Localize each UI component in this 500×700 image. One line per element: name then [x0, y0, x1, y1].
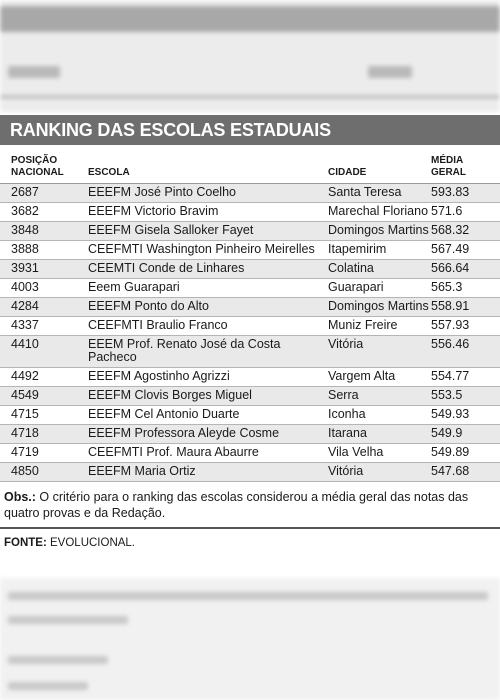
cell-posicao: 4549 — [0, 386, 88, 406]
cell-media: 568.32 — [431, 221, 500, 241]
cell-escola: EEEFM Agostinho Agrizzi — [88, 367, 328, 387]
cell-posicao: 4715 — [0, 405, 88, 425]
ranking-title: RANKING DAS ESCOLAS ESTADUAIS — [0, 115, 500, 145]
source-note: FONTE: EVOLUCIONAL. — [4, 537, 136, 549]
cell-media: 556.46 — [431, 335, 500, 368]
cell-cidade: Guarapari — [328, 278, 431, 298]
cell-media: 558.91 — [431, 297, 500, 317]
table-row: 3888 CEEFMTI Washington Pinheiro Meirelle… — [0, 240, 500, 260]
cell-media: 571.6 — [431, 202, 500, 222]
table-row: 3682 EEEFM Victorio Bravim Marechal Floria… — [0, 202, 500, 222]
cell-cidade: Domingos Martins — [328, 221, 431, 241]
blurred-background-top — [0, 0, 500, 112]
cell-posicao: 4719 — [0, 443, 88, 463]
cell-escola: CEEMTI Conde de Linhares — [88, 259, 328, 279]
cell-cidade: Serra — [328, 386, 431, 406]
cell-posicao: 3848 — [0, 221, 88, 241]
header-media: MÉDIA GERAL — [431, 145, 500, 184]
cell-media: 549.93 — [431, 405, 500, 425]
cell-media: 549.89 — [431, 443, 500, 463]
table-row: 3931 CEEMTI Conde de Linhares Colatina 566.… — [0, 259, 500, 279]
cell-escola: EEEFM Victorio Bravim — [88, 202, 328, 222]
table-row: 3848 EEEFM Gisela Salloker Fayet Domingos … — [0, 221, 500, 241]
table-row: 4718 EEEFM Professora Aleyde Cosme Itarana… — [0, 424, 500, 444]
cell-media: 593.83 — [431, 183, 500, 203]
cell-cidade: Itapemirim — [328, 240, 431, 260]
cell-posicao: 4492 — [0, 367, 88, 387]
cell-escola: Eeem Guarapari — [88, 278, 328, 298]
cell-media: 567.49 — [431, 240, 500, 260]
table-header-row: POSIÇÃO NACIONAL ESCOLA CIDADE MÉDIA GERAL — [0, 145, 500, 184]
table-row: 4719 CEEFMTI Prof. Maura Abaurre Vila Velh… — [0, 443, 500, 463]
cell-media: 549.9 — [431, 424, 500, 444]
cell-media: 566.64 — [431, 259, 500, 279]
cell-escola: EEEM Prof. Renato José da Costa Pacheco — [88, 335, 328, 368]
cell-posicao: 4718 — [0, 424, 88, 444]
cell-cidade: Muniz Freire — [328, 316, 431, 336]
divider — [0, 527, 500, 529]
cell-posicao: 4284 — [0, 297, 88, 317]
cell-cidade: Vila Velha — [328, 443, 431, 463]
cell-escola: CEEFMTI Prof. Maura Abaurre — [88, 443, 328, 463]
cell-posicao: 4850 — [0, 462, 88, 482]
cell-cidade: Domingos Martins — [328, 297, 431, 317]
cell-cidade: Santa Teresa — [328, 183, 431, 203]
cell-posicao: 4337 — [0, 316, 88, 336]
cell-cidade: Iconha — [328, 405, 431, 425]
cell-escola: EEEFM Gisela Salloker Fayet — [88, 221, 328, 241]
table-row: 4337 CEEFMTI Braulio Franco Muniz Freire 55… — [0, 316, 500, 336]
table-row: 2687 EEEFM José Pinto Coelho Santa Teresa 5… — [0, 183, 500, 203]
cell-escola: EEEFM Ponto do Alto — [88, 297, 328, 317]
cell-escola: EEEFM Cel Antonio Duarte — [88, 405, 328, 425]
blurred-background-bottom — [0, 578, 500, 700]
cell-cidade: Vitória — [328, 462, 431, 482]
cell-media: 554.77 — [431, 367, 500, 387]
table-row: 4003 Eeem Guarapari Guarapari 565.3 — [0, 278, 500, 298]
cell-posicao: 3931 — [0, 259, 88, 279]
cell-escola: EEEFM José Pinto Coelho — [88, 183, 328, 203]
cell-cidade: Colatina — [328, 259, 431, 279]
ranking-table: POSIÇÃO NACIONAL ESCOLA CIDADE MÉDIA GERAL… — [0, 145, 500, 482]
observation-note: Obs.: O critério para o ranking das esco… — [4, 490, 469, 520]
cell-escola: EEEFM Maria Ortiz — [88, 462, 328, 482]
cell-media: 553.5 — [431, 386, 500, 406]
table-row: 4284 EEEFM Ponto do Alto Domingos Martins 5… — [0, 297, 500, 317]
cell-media: 565.3 — [431, 278, 500, 298]
table-row: 4715 EEEFM Cel Antonio Duarte Iconha 549.93 — [0, 405, 500, 425]
cell-posicao: 4003 — [0, 278, 88, 298]
table-row: 4549 EEEFM Clovis Borges Miguel Serra 553.5 — [0, 386, 500, 406]
cell-posicao: 2687 — [0, 183, 88, 203]
table-row: 4850 EEEFM Maria Ortiz Vitória 547.68 — [0, 462, 500, 482]
cell-escola: CEEFMTI Braulio Franco — [88, 316, 328, 336]
cell-posicao: 4410 — [0, 335, 88, 368]
cell-cidade: Vargem Alta — [328, 367, 431, 387]
cell-media: 547.68 — [431, 462, 500, 482]
ranking-card: RANKING DAS ESCOLAS ESTADUAIS POSIÇÃO NAC… — [0, 115, 500, 557]
header-posicao: POSIÇÃO NACIONAL — [0, 145, 88, 184]
cell-cidade: Vitória — [328, 335, 431, 368]
cell-escola: CEEFMTI Washington Pinheiro Meirelles — [88, 240, 328, 260]
table-row: 4492 EEEFM Agostinho Agrizzi Vargem Alta 55… — [0, 367, 500, 387]
header-cidade: CIDADE — [328, 145, 431, 184]
cell-escola: EEEFM Professora Aleyde Cosme — [88, 424, 328, 444]
cell-posicao: 3888 — [0, 240, 88, 260]
cell-cidade: Itarana — [328, 424, 431, 444]
cell-cidade: Marechal Floriano — [328, 202, 431, 222]
header-escola: ESCOLA — [88, 145, 328, 184]
cell-media: 557.93 — [431, 316, 500, 336]
cell-posicao: 3682 — [0, 202, 88, 222]
cell-escola: EEEFM Clovis Borges Miguel — [88, 386, 328, 406]
table-row: 4410 EEEM Prof. Renato José da Costa Pach… — [0, 335, 500, 368]
